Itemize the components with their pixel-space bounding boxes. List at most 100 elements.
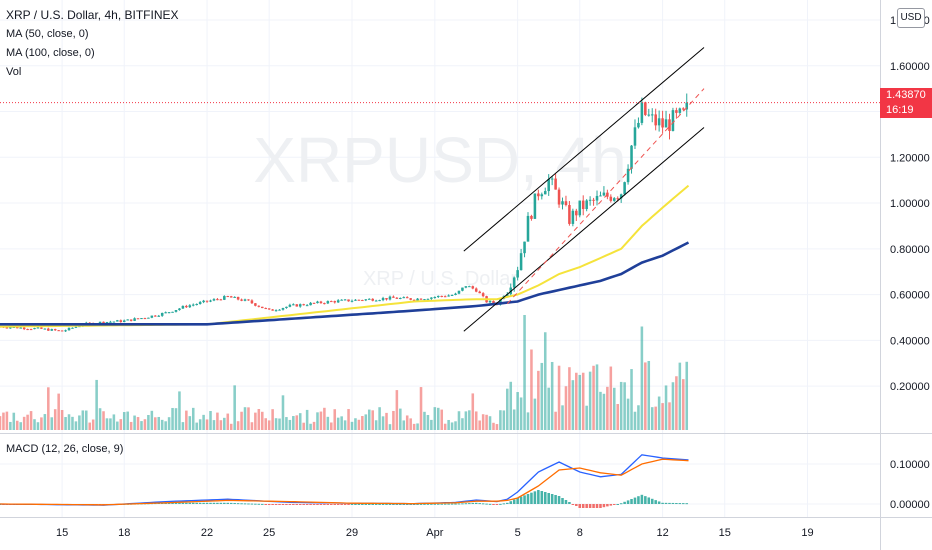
macd-histogram-bar <box>450 503 454 505</box>
macd-histogram-bar <box>202 502 205 504</box>
candle-body <box>254 303 257 306</box>
candle-body <box>568 205 571 224</box>
candle-body <box>33 328 36 330</box>
macd-histogram-bar <box>650 498 654 504</box>
macd-histogram-bar <box>664 502 668 504</box>
candle-body <box>671 110 675 131</box>
volume-bar <box>319 411 323 430</box>
channel-midline[interactable] <box>506 88 705 305</box>
channel-trendline[interactable] <box>463 127 705 332</box>
symbol-title[interactable]: XRP / U.S. Dollar, 4h, BITFINEX <box>6 8 179 22</box>
macd-histogram-bar <box>178 502 181 504</box>
candle-body <box>533 193 537 219</box>
candle-body <box>668 119 671 131</box>
ma50-legend[interactable]: MA (50, close, 0) <box>6 28 89 40</box>
macd-histogram-bar <box>191 502 195 504</box>
macd-histogram-bar <box>298 504 302 505</box>
time-axis-label: 18 <box>118 527 130 539</box>
macd-histogram-bar <box>516 498 519 504</box>
candle-body <box>630 145 633 169</box>
macd-histogram-bar <box>499 503 502 505</box>
volume-bar <box>512 409 516 430</box>
volume-bar <box>236 421 240 430</box>
candle-body <box>547 179 550 192</box>
signal-line[interactable] <box>0 458 689 506</box>
candle-body <box>188 305 192 308</box>
candle-body <box>305 305 309 307</box>
macd-histogram-bar <box>540 491 544 504</box>
macd-histogram-bar <box>644 496 647 504</box>
macd-histogram-bar <box>305 504 309 505</box>
macd-histogram-bar <box>612 504 616 505</box>
macd-histogram-bar <box>316 504 319 505</box>
candle-body <box>15 326 19 329</box>
macd-histogram-bar <box>357 504 361 505</box>
volume-bar <box>5 411 9 430</box>
volume-bar <box>585 405 588 430</box>
volume-bar <box>640 326 644 430</box>
macd-histogram-bar <box>616 504 620 505</box>
volume-bar <box>468 410 471 430</box>
candle-body <box>623 182 626 195</box>
candle-body <box>312 302 316 304</box>
candle-body <box>619 194 623 199</box>
volume-bar <box>436 407 440 430</box>
volume-bar <box>185 410 188 430</box>
volume-bar <box>212 420 216 430</box>
volume-bar <box>47 387 50 430</box>
candle-body <box>657 118 661 126</box>
volume-bar <box>554 411 557 430</box>
candle-body <box>67 327 71 331</box>
candle-body <box>550 178 554 180</box>
candle-body <box>426 298 430 300</box>
candle-body <box>53 329 57 331</box>
candle-body <box>140 318 143 320</box>
macd-histogram-bar <box>506 502 509 504</box>
macd-histogram-bar <box>623 501 626 504</box>
candle-body <box>364 299 368 301</box>
macd-histogram-bar <box>343 504 347 505</box>
currency-button[interactable]: USD <box>897 8 925 28</box>
macd-histogram-bar <box>309 504 312 505</box>
volume-bar <box>668 402 671 430</box>
macd-histogram-bar <box>657 501 661 504</box>
time-axis-label: 15 <box>719 527 731 539</box>
macd-histogram-bar <box>606 504 609 507</box>
macd-histogram-bar <box>167 502 171 504</box>
macd-histogram-bar <box>174 502 178 504</box>
candle-body <box>292 304 295 306</box>
macd-histogram-bar <box>399 504 402 505</box>
candle-body <box>419 298 423 300</box>
candle-body <box>185 305 188 308</box>
ma100-line[interactable] <box>0 241 690 326</box>
volume-bar <box>288 419 292 430</box>
candle-body <box>440 295 444 297</box>
candle-body <box>233 296 236 298</box>
candle-body <box>191 304 195 306</box>
time-axis-label: 29 <box>346 527 358 539</box>
volume-bar <box>619 381 623 430</box>
candle-body <box>247 299 250 301</box>
candle-body <box>385 298 388 300</box>
channel-trendline[interactable] <box>463 47 705 252</box>
ma100-legend[interactable]: MA (100, close, 0) <box>6 47 95 59</box>
candle-body <box>633 127 637 146</box>
candle-body <box>195 304 198 306</box>
volume-bar <box>506 388 509 430</box>
volume-legend[interactable]: Vol <box>6 66 22 78</box>
volume-bar <box>385 412 388 430</box>
macd-histogram-bar <box>226 502 230 504</box>
volume-bar <box>195 422 198 430</box>
macd-histogram-bar <box>323 504 326 505</box>
candle-body <box>202 300 205 303</box>
volume-bar <box>198 419 202 430</box>
candle-body <box>236 296 240 300</box>
macd-legend[interactable]: MACD (12, 26, close, 9) <box>6 443 124 455</box>
volume-bar <box>644 362 647 430</box>
candle-body <box>644 102 647 115</box>
candle-body <box>143 318 147 320</box>
candle-body <box>626 168 630 183</box>
macd-histogram-bar <box>216 502 219 504</box>
